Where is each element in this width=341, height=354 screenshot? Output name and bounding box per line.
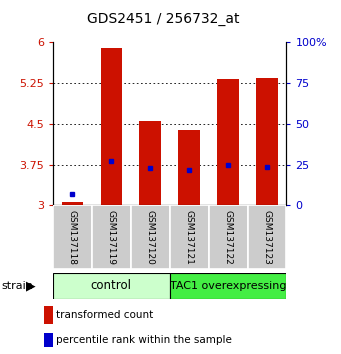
Text: GSM137118: GSM137118 (68, 210, 77, 265)
Bar (101, 48, 122, 205)
Bar (256, 78, 278, 205)
Bar (169, 205, 209, 269)
Bar (178, 130, 200, 205)
Bar (248, 205, 286, 269)
Text: percentile rank within the sample: percentile rank within the sample (56, 335, 232, 345)
Bar (53, 205, 92, 269)
Bar (92, 205, 131, 269)
Text: strain: strain (2, 281, 33, 291)
Bar (169, 273, 286, 299)
Text: TAC1 overexpressing: TAC1 overexpressing (170, 281, 286, 291)
Text: GSM137119: GSM137119 (107, 210, 116, 265)
Text: GSM137121: GSM137121 (184, 210, 194, 265)
Bar (62, 201, 83, 205)
Text: GSM137122: GSM137122 (224, 210, 233, 264)
Text: ▶: ▶ (26, 279, 35, 292)
Text: control: control (91, 279, 132, 292)
Text: GDS2451 / 256732_at: GDS2451 / 256732_at (87, 12, 240, 27)
Bar (139, 121, 161, 205)
Bar (209, 205, 248, 269)
Bar (217, 79, 239, 205)
Text: transformed count: transformed count (56, 310, 153, 320)
Text: GSM137120: GSM137120 (146, 210, 155, 265)
Bar (53, 273, 169, 299)
Bar (131, 205, 169, 269)
Text: GSM137123: GSM137123 (263, 210, 271, 265)
